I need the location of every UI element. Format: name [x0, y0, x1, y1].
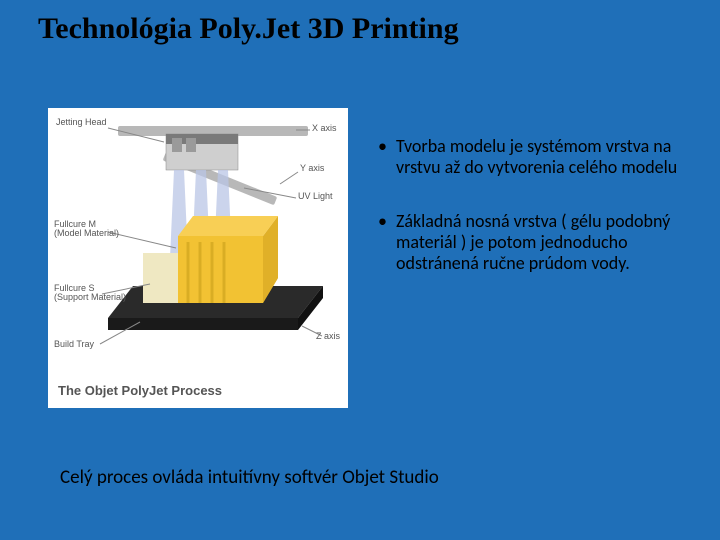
bullet-text: Tvorba modelu je systémom vrstva na vrst…	[396, 136, 688, 177]
label-jetting-head: Jetting Head	[56, 118, 107, 127]
diagram-caption: The Objet PolyJet Process	[58, 383, 222, 398]
polyjet-diagram-svg	[48, 108, 348, 408]
label-y-axis: Y axis	[300, 164, 324, 173]
bullet-text: Základná nosná vrstva ( gélu podobný mat…	[396, 211, 688, 273]
bullet-item: • Základná nosná vrstva ( gélu podobný m…	[378, 211, 688, 273]
label-x-axis: X axis	[312, 124, 337, 133]
label-z-axis: Z axis	[316, 332, 340, 341]
polyjet-diagram: Jetting Head X axis Y axis UV Light Full…	[48, 108, 348, 408]
label-build-tray: Build Tray	[54, 340, 94, 349]
bullet-dot-icon: •	[378, 136, 396, 177]
label-fullcure-m: Fullcure M (Model Material)	[54, 220, 119, 239]
bullet-dot-icon: •	[378, 211, 396, 273]
slide-title: Technológia Poly.Jet 3D Printing	[38, 12, 459, 46]
bullet-list: • Tvorba modelu je systémom vrstva na vr…	[378, 136, 688, 307]
bullet-item: • Tvorba modelu je systémom vrstva na vr…	[378, 136, 688, 177]
label-fullcure-s: Fullcure S (Support Material)	[54, 284, 126, 303]
label-uv-light: UV Light	[298, 192, 333, 201]
footer-text: Celý proces ovláda intuitívny softvér Ob…	[60, 466, 439, 489]
